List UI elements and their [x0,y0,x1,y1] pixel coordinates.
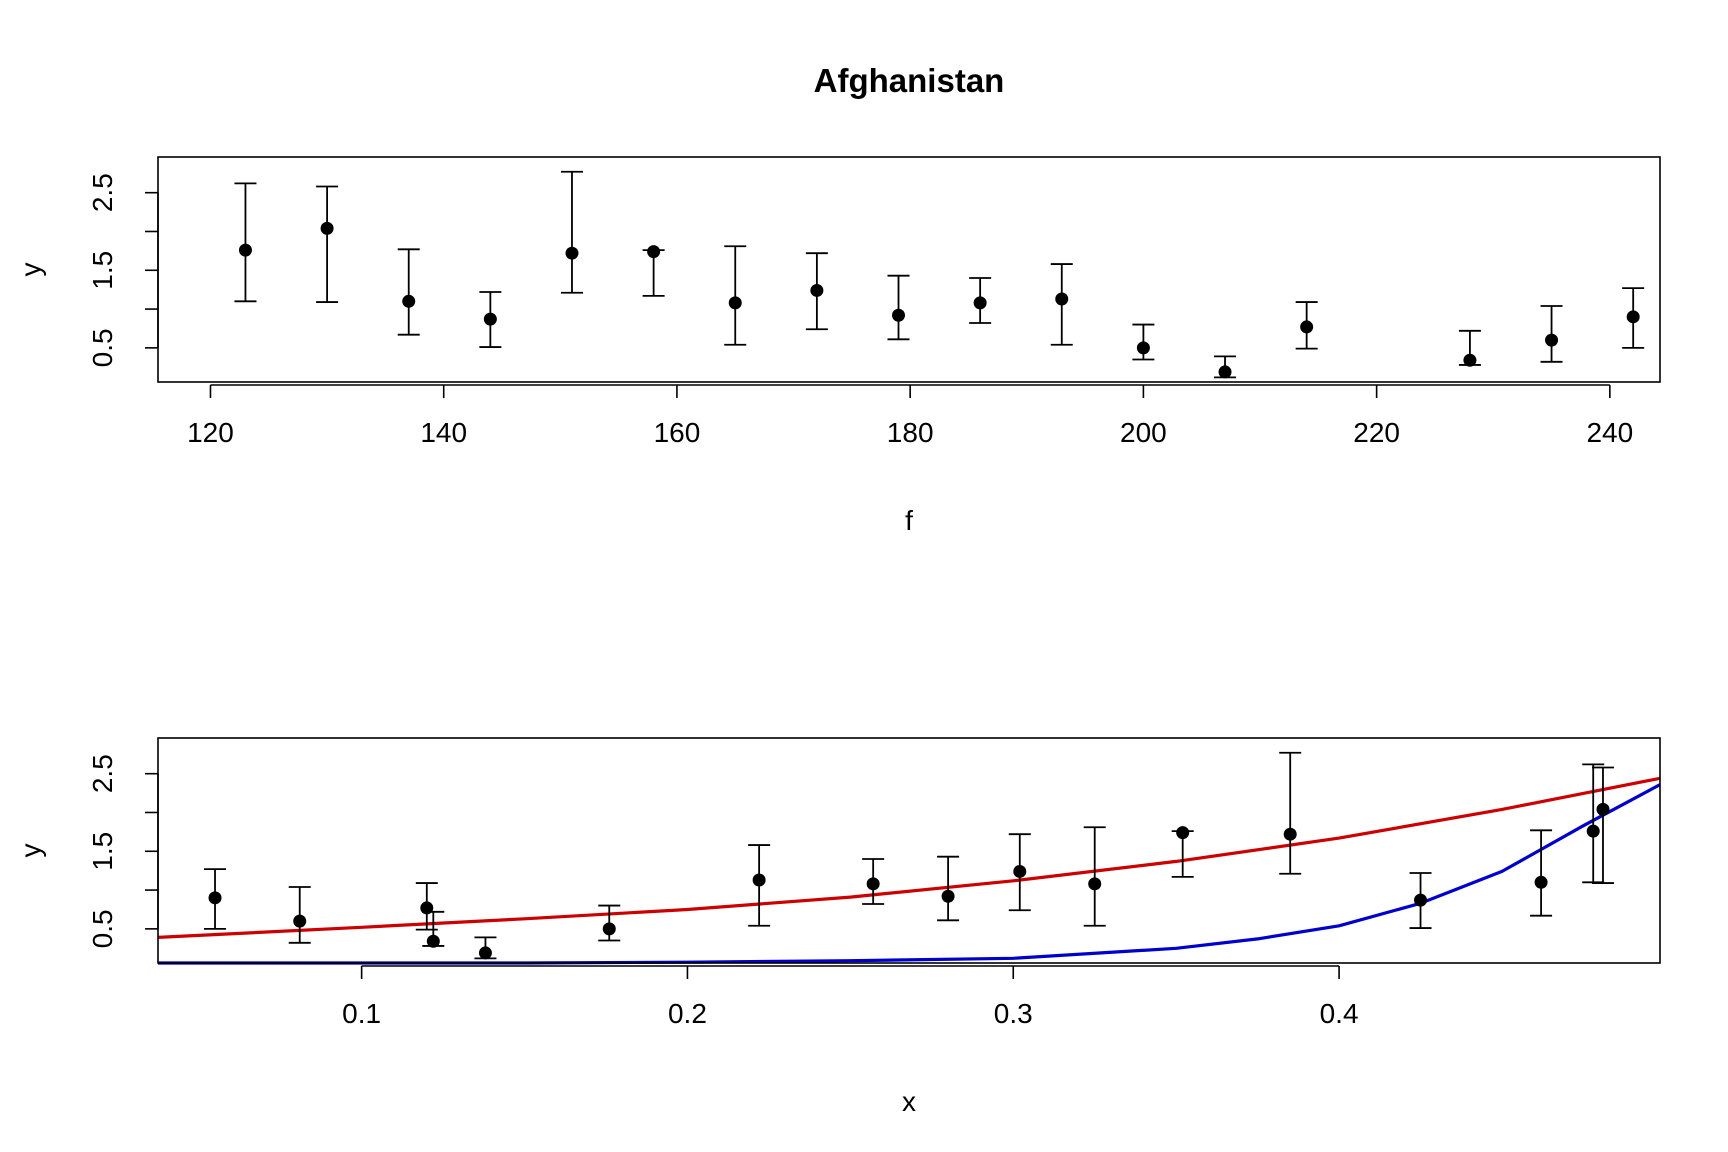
bottom-data-point-16 [1596,802,1610,816]
top-error-bar-6 [724,245,747,346]
bottom-x-tick-label-2: 0.3 [994,998,1033,1029]
bottom-x-axis-label: x [902,1086,916,1117]
top-y-tick-label-4: 2.5 [87,173,118,212]
bottom-data-point-0 [208,891,222,905]
bottom-y-tick-label-4: 2.5 [87,754,118,793]
top-data-point-15 [1545,333,1559,347]
top-panel: Afghanistan 120 140 160 180 200 220 240 0.5 1.5… [15,62,1661,536]
top-error-bar-8 [887,274,910,341]
top-data-point-9 [973,296,987,310]
top-y-tick-label-0: 0.5 [87,328,118,367]
top-data-point-2 [402,294,416,308]
chart-title: Afghanistan [814,62,1005,99]
bottom-data-point-4 [478,946,492,960]
bottom-data-point-13 [1414,893,1428,907]
bottom-panel: 0.1 0.2 0.3 0.4 0.5 1.5 2.5 x y [15,737,1661,1117]
top-data-point-3 [483,312,497,326]
bottom-data-point-15 [1586,824,1600,838]
top-x-tick-label-6: 240 [1586,417,1633,448]
bottom-data-point-10 [1088,877,1102,891]
bottom-data-point-1 [293,914,307,928]
bottom-data-point-7 [866,877,880,891]
bottom-x-tick-label-0: 0.1 [342,998,381,1029]
top-x-tick-label-1: 140 [420,417,467,448]
bottom-y-axis-label: y [15,844,46,858]
bottom-data-point-8 [941,889,955,903]
bottom-y-tick-label-2: 1.5 [87,832,118,871]
bottom-data-point-12 [1283,827,1297,841]
bottom-data-point-14 [1534,875,1548,889]
top-x-tick-label-4: 200 [1120,417,1167,448]
top-data-point-4 [565,246,579,260]
top-data-point-13 [1300,320,1314,334]
bottom-data-point-6 [752,873,766,887]
bottom-error-bar-8 [937,855,960,922]
top-x-tick-label-5: 220 [1353,417,1400,448]
bottom-data-point-9 [1013,864,1027,878]
top-data-point-0 [238,243,252,257]
bottom-y-tick-label-0: 0.5 [87,909,118,948]
top-x-axis: 120 140 160 180 200 220 240 [187,384,1633,448]
top-data-point-5 [647,245,661,259]
bottom-points-layer [204,751,1614,960]
bottom-error-bar-12 [1279,751,1302,875]
top-x-axis-label: f [905,505,913,536]
top-x-tick-label-0: 120 [187,417,234,448]
top-data-point-16 [1626,310,1640,324]
bottom-x-tick-label-3: 0.4 [1320,998,1359,1029]
top-y-tick-label-2: 1.5 [87,251,118,290]
top-data-point-10 [1055,292,1069,306]
top-error-bar-0 [234,182,257,303]
bottom-data-point-3 [426,934,440,948]
top-error-bar-1 [316,185,339,303]
bottom-x-axis: 0.1 0.2 0.3 0.4 [342,965,1359,1029]
bottom-error-bar-16 [1591,766,1614,884]
top-data-point-14 [1463,353,1477,367]
bottom-data-point-11 [1176,826,1190,840]
bottom-y-axis: 0.5 1.5 2.5 [87,754,159,948]
top-x-tick-label-3: 180 [887,417,934,448]
top-x-tick-label-2: 160 [654,417,701,448]
bottom-series-line-0 [157,776,1661,939]
top-data-point-11 [1136,341,1150,355]
top-data-point-1 [320,221,334,235]
bottom-data-point-5 [602,922,616,936]
bottom-x-tick-label-1: 0.2 [668,998,707,1029]
top-data-point-6 [728,296,742,310]
top-y-axis-label: y [15,263,46,277]
top-points-layer [234,170,1645,379]
top-data-point-12 [1218,365,1232,379]
top-data-point-8 [892,308,906,322]
top-y-axis: 0.5 1.5 2.5 [87,173,159,367]
top-error-bar-2 [397,248,420,336]
top-error-bar-4 [560,170,583,294]
bottom-error-bar-14 [1530,829,1553,917]
bottom-error-bar-10 [1083,826,1106,927]
top-data-point-7 [810,283,824,297]
